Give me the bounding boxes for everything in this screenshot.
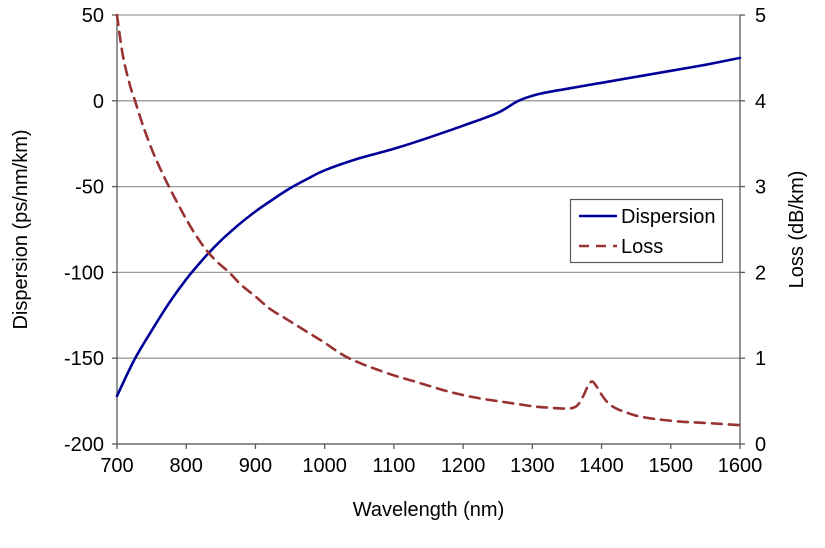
- legend-box: [569, 198, 724, 264]
- y-right-tick-label: 2: [755, 262, 766, 284]
- x-tick-label: 800: [170, 455, 203, 477]
- series-loss-line: [115, 13, 742, 427]
- x-tick-label: 1500: [649, 455, 694, 477]
- y-left-tick-label: -100: [64, 262, 104, 284]
- x-tick-label: 1600: [718, 455, 763, 477]
- legend: Dispersion Loss: [569, 198, 724, 264]
- legend-label-loss: Loss: [621, 236, 663, 258]
- legend-label-dispersion: Dispersion: [621, 206, 715, 228]
- x-tick-label: 1000: [302, 455, 347, 477]
- y-left-tick-label: -200: [64, 434, 104, 456]
- x-tick-label: 900: [239, 455, 272, 477]
- y-left-tick-label: -50: [75, 177, 104, 199]
- y-right-tick-label: 5: [755, 5, 766, 27]
- x-tick-label: 1100: [372, 455, 415, 477]
- y-right-tick-label: 0: [755, 434, 766, 456]
- x-tick-label: 1300: [510, 455, 555, 477]
- y-left-tick-label: 0: [93, 91, 104, 113]
- y-axis-left-title: Dispersion (ps/nm/km): [10, 129, 32, 329]
- x-tick-label: 1400: [579, 455, 624, 477]
- y-left-tick-label: 50: [82, 5, 104, 27]
- x-tick-label: 700: [100, 455, 133, 477]
- y-axis-right-title: Loss (dB/km): [786, 171, 808, 289]
- x-tick-label: 1200: [441, 455, 486, 477]
- series-dispersion-line: [115, 56, 742, 398]
- y-right-tick-label: 1: [755, 348, 766, 370]
- y-right-tick-label: 3: [755, 177, 766, 199]
- y-left-tick-label: -150: [64, 348, 104, 370]
- x-axis-title: Wavelength (nm): [353, 499, 505, 521]
- y-right-tick-label: 4: [755, 91, 766, 113]
